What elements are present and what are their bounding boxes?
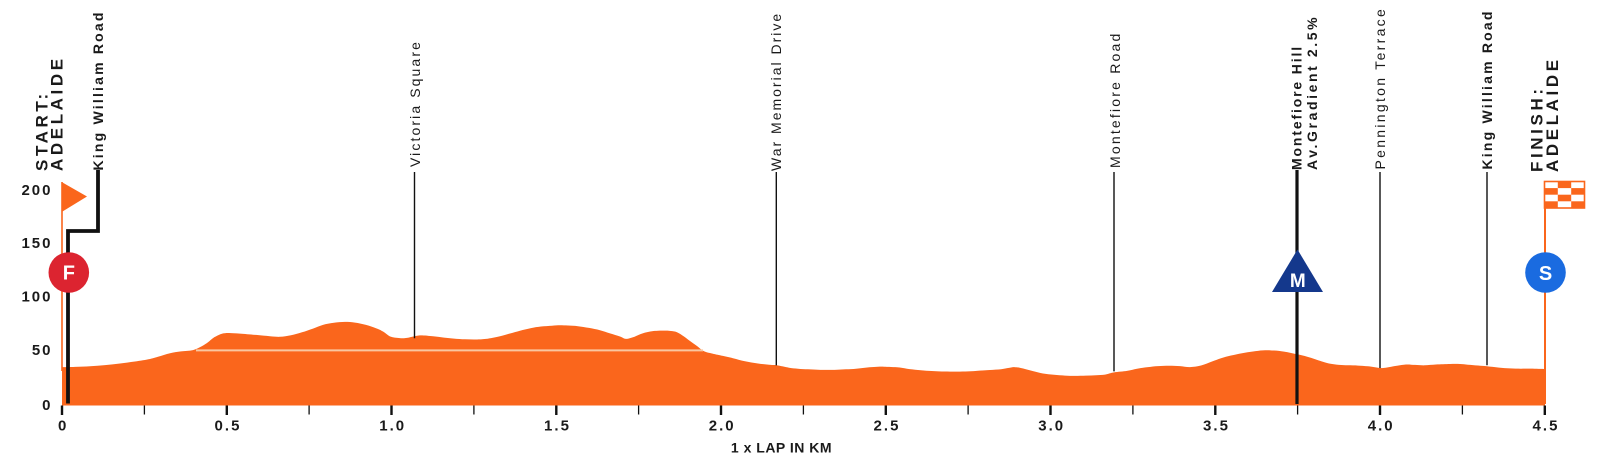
svg-text:S: S [1539,263,1552,285]
svg-text:1.0: 1.0 [379,418,406,435]
svg-text:3.5: 3.5 [1203,418,1230,435]
svg-text:START:ADELAIDE: START:ADELAIDE [32,55,66,171]
svg-text:4.5: 4.5 [1533,418,1560,435]
svg-text:FINISH:ADELAIDE: FINISH:ADELAIDE [1528,56,1562,172]
svg-text:F: F [63,263,75,285]
svg-text:3.0: 3.0 [1038,418,1065,435]
svg-text:King William Road: King William Road [90,10,106,170]
svg-text:Montefiore HillAv.Gradient 2.5: Montefiore HillAv.Gradient 2.5% [1288,15,1320,170]
svg-text:1.5: 1.5 [544,418,571,435]
svg-text:0: 0 [58,418,68,435]
svg-text:2.0: 2.0 [709,418,736,435]
svg-text:War Memorial Drive: War Memorial Drive [768,12,784,171]
svg-text:M: M [1290,271,1306,292]
svg-text:0: 0 [42,397,52,414]
svg-text:4.0: 4.0 [1368,418,1395,435]
svg-text:200: 200 [21,182,52,199]
svg-text:Montefiore Road: Montefiore Road [1107,31,1123,168]
svg-text:1 x LAP IN KM: 1 x LAP IN KM [731,440,832,456]
svg-text:Pennington Terrace: Pennington Terrace [1372,7,1388,170]
svg-text:100: 100 [21,288,52,305]
svg-text:King William Road: King William Road [1479,9,1495,169]
svg-text:150: 150 [21,235,52,252]
svg-text:Victoria Square: Victoria Square [407,40,423,167]
svg-text:0.5: 0.5 [215,418,242,435]
svg-text:2.5: 2.5 [874,418,901,435]
svg-text:50: 50 [32,342,53,359]
